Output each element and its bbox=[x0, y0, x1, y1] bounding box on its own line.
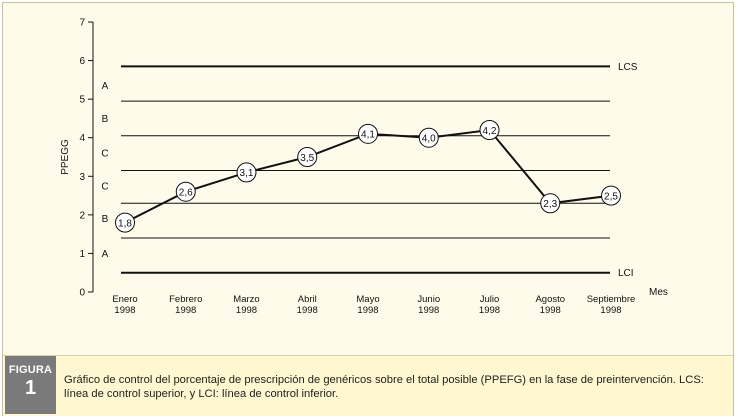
x-tick-label-year: 1998 bbox=[114, 305, 135, 316]
zone-label: C bbox=[101, 149, 108, 160]
x-tick-label-month: Marzo bbox=[233, 294, 259, 305]
figure-badge-word: FIGURA bbox=[8, 364, 53, 376]
data-label: 2,3 bbox=[543, 199, 557, 210]
zone-label: C bbox=[101, 181, 108, 192]
x-tick-label-year: 1998 bbox=[175, 305, 196, 316]
x-tick-label-month: Abril bbox=[298, 294, 317, 305]
y-tick-label: 3 bbox=[79, 172, 85, 183]
control-chart: 0 1 2 3 4 5 6 7 PPEGG Mes LCS LCI A B C C B A 1,8 2,6 3,1 3,5… bbox=[60, 18, 668, 317]
x-tick-label-year: 1998 bbox=[479, 305, 500, 316]
x-tick-label-year: 1998 bbox=[540, 305, 561, 316]
figure-badge-number: 1 bbox=[24, 377, 37, 399]
control-line-label: LCS bbox=[618, 62, 638, 73]
x-axis-title: Mes bbox=[649, 287, 668, 298]
x-tick-label-year: 1998 bbox=[418, 305, 439, 316]
x-tick-label-month: Julio bbox=[480, 294, 500, 305]
zone-label: A bbox=[102, 81, 109, 92]
y-tick-label: 1 bbox=[79, 249, 85, 260]
data-point bbox=[418, 127, 439, 148]
data-label: 2,5 bbox=[604, 191, 618, 202]
zone-label: B bbox=[102, 214, 109, 225]
data-point bbox=[601, 185, 621, 206]
figure-frame bbox=[2, 2, 734, 416]
data-label: 4,2 bbox=[483, 126, 497, 137]
data-label: 4,0 bbox=[422, 134, 436, 145]
zone-label: B bbox=[102, 114, 109, 125]
series-line bbox=[124, 128, 612, 224]
y-tick-label: 0 bbox=[79, 288, 85, 299]
y-tick-label: 7 bbox=[79, 18, 85, 29]
y-tick-label: 6 bbox=[79, 56, 85, 67]
x-tick-label-year: 1998 bbox=[600, 305, 621, 316]
data-point bbox=[175, 181, 196, 202]
data-label: 3,5 bbox=[300, 153, 314, 164]
data-point bbox=[236, 162, 257, 183]
x-tick-label-month: Agosto bbox=[535, 294, 565, 305]
x-tick-label-month: Septiembre bbox=[587, 294, 636, 305]
figure-badge: FIGURA 1 bbox=[5, 356, 56, 414]
data-label: 2,6 bbox=[179, 188, 193, 199]
data-point bbox=[115, 212, 135, 233]
data-point bbox=[297, 147, 318, 167]
figure-caption: Gráfico de control del porcentaje de pre… bbox=[64, 374, 704, 400]
y-tick-label: 5 bbox=[79, 95, 85, 106]
x-tick-label-month: Febrero bbox=[169, 294, 202, 305]
caption-band bbox=[3, 355, 733, 416]
data-label: 4,1 bbox=[361, 130, 375, 141]
y-axis-title: PPEGG bbox=[60, 139, 71, 175]
x-tick-label-month: Mayo bbox=[356, 294, 379, 305]
y-tick-label: 4 bbox=[79, 133, 85, 144]
data-label: 1,8 bbox=[118, 218, 132, 229]
data-point bbox=[540, 193, 561, 214]
x-tick-label-year: 1998 bbox=[357, 305, 378, 316]
control-line-label: LCI bbox=[618, 268, 634, 279]
data-label: 3,1 bbox=[240, 168, 254, 179]
data-point bbox=[479, 120, 500, 140]
x-tick-label-year: 1998 bbox=[297, 305, 318, 316]
zone-label: A bbox=[102, 249, 109, 260]
data-point bbox=[358, 123, 378, 144]
x-tick-label-month: Enero bbox=[112, 294, 137, 305]
x-tick-label-month: Junio bbox=[417, 294, 440, 305]
x-tick-label-year: 1998 bbox=[236, 305, 257, 316]
y-tick-label: 2 bbox=[79, 210, 85, 221]
